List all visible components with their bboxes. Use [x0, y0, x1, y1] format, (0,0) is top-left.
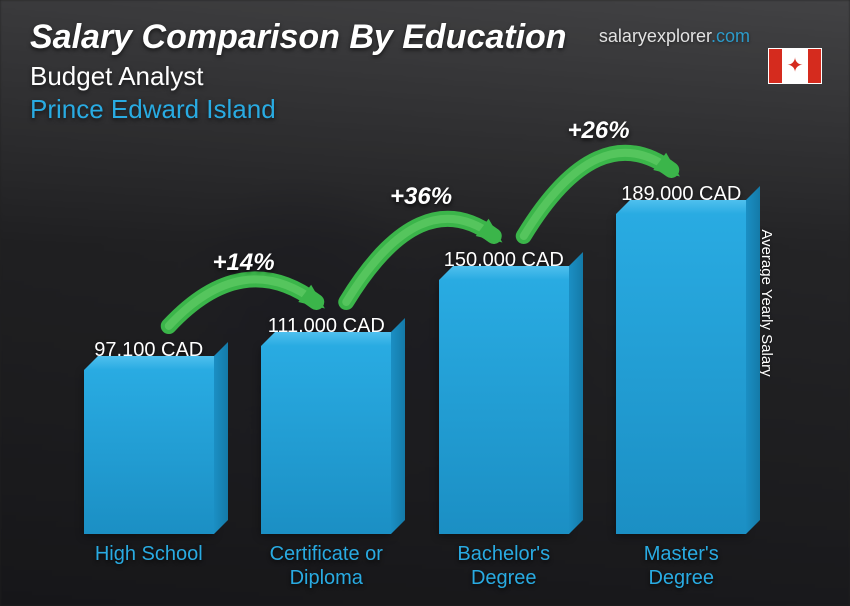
x-axis-label: Bachelor'sDegree	[424, 542, 584, 590]
increase-percent-label: +36%	[390, 183, 452, 211]
watermark-suffix: .com	[711, 26, 750, 46]
x-axis-label: Certificate orDiploma	[246, 542, 406, 590]
x-axis-labels: High School Certificate orDiploma Bachelor…	[60, 542, 770, 590]
flag-canada: ✦	[768, 48, 822, 84]
flag-center: ✦	[782, 49, 808, 83]
flag-left-bar	[769, 49, 782, 83]
x-axis-label: High School	[69, 542, 229, 590]
chart-subtitle: Budget Analyst	[30, 61, 820, 92]
x-axis-label: Master'sDegree	[601, 542, 761, 590]
content-root: Salary Comparison By Education Budget An…	[0, 0, 850, 606]
watermark: salaryexplorer.com	[599, 26, 750, 47]
watermark-prefix: salaryexplorer	[599, 26, 711, 46]
increase-arrow	[524, 153, 672, 236]
arcs-layer	[60, 90, 770, 534]
flag-right-bar	[808, 49, 821, 83]
increase-percent-label: +26%	[568, 117, 630, 145]
maple-leaf-icon: ✦	[787, 56, 804, 76]
increase-percent-label: +14%	[213, 249, 275, 277]
increase-arrow	[346, 219, 494, 302]
